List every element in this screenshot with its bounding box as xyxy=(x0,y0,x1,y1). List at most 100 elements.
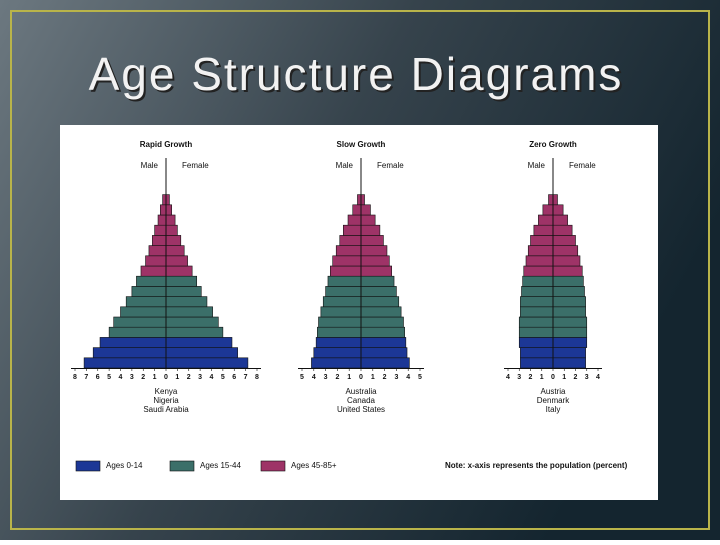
country: Denmark xyxy=(537,396,570,405)
female-bar xyxy=(165,306,213,318)
female-bar xyxy=(552,286,585,297)
female-bar xyxy=(165,316,219,328)
male-bar xyxy=(520,296,554,308)
x-tick-label: 5 xyxy=(107,374,111,381)
female-bar xyxy=(360,347,408,359)
chart-title: Slow Growth xyxy=(337,140,386,149)
male-bar xyxy=(315,337,362,348)
x-tick-label: 2 xyxy=(141,374,145,381)
male-bar xyxy=(332,255,362,267)
male-label: Male xyxy=(141,161,159,170)
female-bar xyxy=(552,255,581,267)
male-bar xyxy=(92,347,167,359)
female-bar xyxy=(360,326,405,338)
male-bar xyxy=(518,326,554,338)
female-bar xyxy=(552,357,586,369)
male-bar xyxy=(120,306,167,318)
x-tick-label: 6 xyxy=(232,374,236,381)
x-tick-label: 4 xyxy=(506,374,510,381)
female-label: Female xyxy=(182,161,209,170)
female-bar xyxy=(360,357,410,369)
male-bar xyxy=(311,357,362,369)
female-bar xyxy=(165,204,172,216)
female-bar xyxy=(165,326,224,338)
female-bar xyxy=(552,245,579,257)
x-tick-label: 7 xyxy=(84,374,88,381)
male-bar xyxy=(113,316,167,328)
female-bar xyxy=(360,265,392,277)
legend-swatch xyxy=(260,460,286,472)
x-tick-label: 3 xyxy=(394,374,398,381)
female-bar xyxy=(360,245,388,257)
female-bar xyxy=(360,194,365,206)
country: Italy xyxy=(546,405,561,414)
x-tick-label: 2 xyxy=(335,374,339,381)
female-bar xyxy=(552,214,568,226)
female-bar xyxy=(360,337,407,348)
male-bar xyxy=(152,235,167,246)
male-bar xyxy=(318,316,362,328)
male-bar xyxy=(339,235,362,246)
x-tick-label: 3 xyxy=(585,374,589,381)
x-tick-label: 2 xyxy=(529,374,533,381)
male-bar xyxy=(530,235,554,246)
x-tick-label: 5 xyxy=(221,374,225,381)
male-bar xyxy=(521,286,554,297)
x-tick-label: 8 xyxy=(73,374,77,381)
x-tick-label: 0 xyxy=(551,374,555,381)
female-bar xyxy=(165,245,185,257)
female-bar xyxy=(165,194,170,206)
female-bar xyxy=(360,286,397,297)
male-bar xyxy=(325,286,362,297)
male-bar xyxy=(335,245,362,257)
female-bar xyxy=(165,255,188,267)
male-bar xyxy=(99,337,167,348)
female-label: Female xyxy=(569,161,596,170)
female-bar xyxy=(165,275,198,287)
male-bar xyxy=(322,296,362,308)
male-bar xyxy=(83,357,167,369)
x-tick-label: 3 xyxy=(324,374,328,381)
male-bar xyxy=(313,347,362,359)
male-bar xyxy=(542,204,554,216)
male-bar xyxy=(330,265,362,277)
legend-label: Ages 0-14 xyxy=(106,461,143,470)
legend-label: Ages 15-44 xyxy=(200,461,241,470)
male-bar xyxy=(523,265,554,277)
chart-title: Rapid Growth xyxy=(140,140,193,149)
female-bar xyxy=(360,214,376,226)
female-bar xyxy=(552,296,586,308)
country: Nigeria xyxy=(153,396,179,405)
legend-label: Ages 45-85+ xyxy=(291,461,337,470)
x-tick-label: 4 xyxy=(312,374,316,381)
female-bar xyxy=(552,337,588,348)
female-bar xyxy=(165,214,176,226)
note: Note: x-axis represents the population (… xyxy=(445,461,628,470)
x-tick-label: 1 xyxy=(540,374,544,381)
x-tick-label: 1 xyxy=(371,374,375,381)
female-bar xyxy=(360,296,400,308)
male-bar xyxy=(317,326,362,338)
female-bar xyxy=(360,224,381,236)
female-bar xyxy=(165,296,208,308)
male-bar xyxy=(538,214,554,226)
male-bar xyxy=(154,224,167,236)
male-bar xyxy=(160,204,167,216)
x-tick-label: 0 xyxy=(359,374,363,381)
male-bar xyxy=(520,357,554,369)
female-bar xyxy=(165,347,238,359)
legend-swatch xyxy=(169,460,195,472)
x-tick-label: 4 xyxy=(406,374,410,381)
female-bar xyxy=(552,316,588,328)
male-bar xyxy=(131,286,167,297)
frame xyxy=(10,10,710,530)
male-bar xyxy=(320,306,362,318)
female-bar xyxy=(360,204,371,216)
slide-title-shadow: Age Structure Diagrams xyxy=(91,50,626,102)
x-tick-label: 3 xyxy=(517,374,521,381)
male-label: Male xyxy=(336,161,354,170)
x-tick-label: 2 xyxy=(187,374,191,381)
female-bar xyxy=(552,265,583,277)
male-bar xyxy=(533,224,554,236)
male-bar xyxy=(527,245,554,257)
